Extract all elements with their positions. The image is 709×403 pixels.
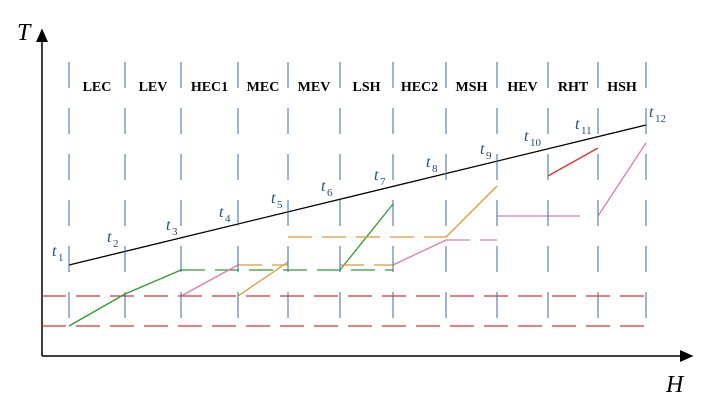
point-symbol: t	[374, 167, 379, 184]
point-symbol: t	[321, 178, 326, 195]
point-symbol: t	[52, 243, 57, 260]
section-label: HEC2	[401, 80, 438, 95]
curves	[42, 124, 647, 327]
y-axis-label: T	[17, 20, 32, 46]
pink-line	[180, 264, 239, 297]
point-index: 12	[655, 113, 666, 125]
section-label: MEC	[247, 80, 280, 95]
section-label: LEC	[83, 80, 112, 95]
section-label: HEV	[507, 80, 537, 95]
section-label: HSH	[607, 80, 637, 95]
point-index: 6	[327, 187, 333, 199]
point-symbol: t	[524, 128, 529, 145]
point-index: 8	[432, 163, 438, 175]
point-index: 3	[172, 226, 178, 238]
point-symbol: t	[107, 229, 112, 246]
point-symbol: t	[480, 141, 485, 158]
point-symbol: t	[166, 217, 171, 234]
section-label: HEC1	[191, 80, 228, 95]
point-index: 9	[486, 150, 492, 162]
orange-line	[445, 185, 498, 238]
point-symbol: t	[426, 154, 431, 171]
point-label: t 10	[524, 128, 542, 149]
point-symbol: t	[575, 116, 580, 133]
point-symbol: t	[271, 190, 276, 207]
point-index: 4	[225, 213, 231, 225]
section-label: MEV	[298, 80, 331, 95]
point-symbol: t	[219, 204, 224, 221]
pink-line	[392, 239, 447, 266]
hot-line	[68, 124, 647, 266]
section-label: RHT	[558, 80, 589, 95]
orange-line	[237, 261, 289, 297]
red-line	[547, 147, 599, 177]
section-label: LEV	[139, 80, 168, 95]
point-index: 1	[58, 252, 64, 264]
point-index: 5	[277, 199, 283, 211]
point-label: t 12	[649, 104, 666, 125]
x-axis-label: H	[665, 372, 685, 398]
point-index: 11	[581, 125, 592, 137]
point-index: 2	[113, 238, 119, 250]
point-index: 7	[380, 176, 386, 188]
point-index: 10	[530, 137, 542, 149]
point-label: t 11	[575, 116, 592, 137]
point-symbol: t	[649, 104, 654, 121]
pink-line	[597, 142, 647, 217]
section-label: LSH	[352, 80, 380, 95]
section-label: MSH	[456, 80, 488, 95]
